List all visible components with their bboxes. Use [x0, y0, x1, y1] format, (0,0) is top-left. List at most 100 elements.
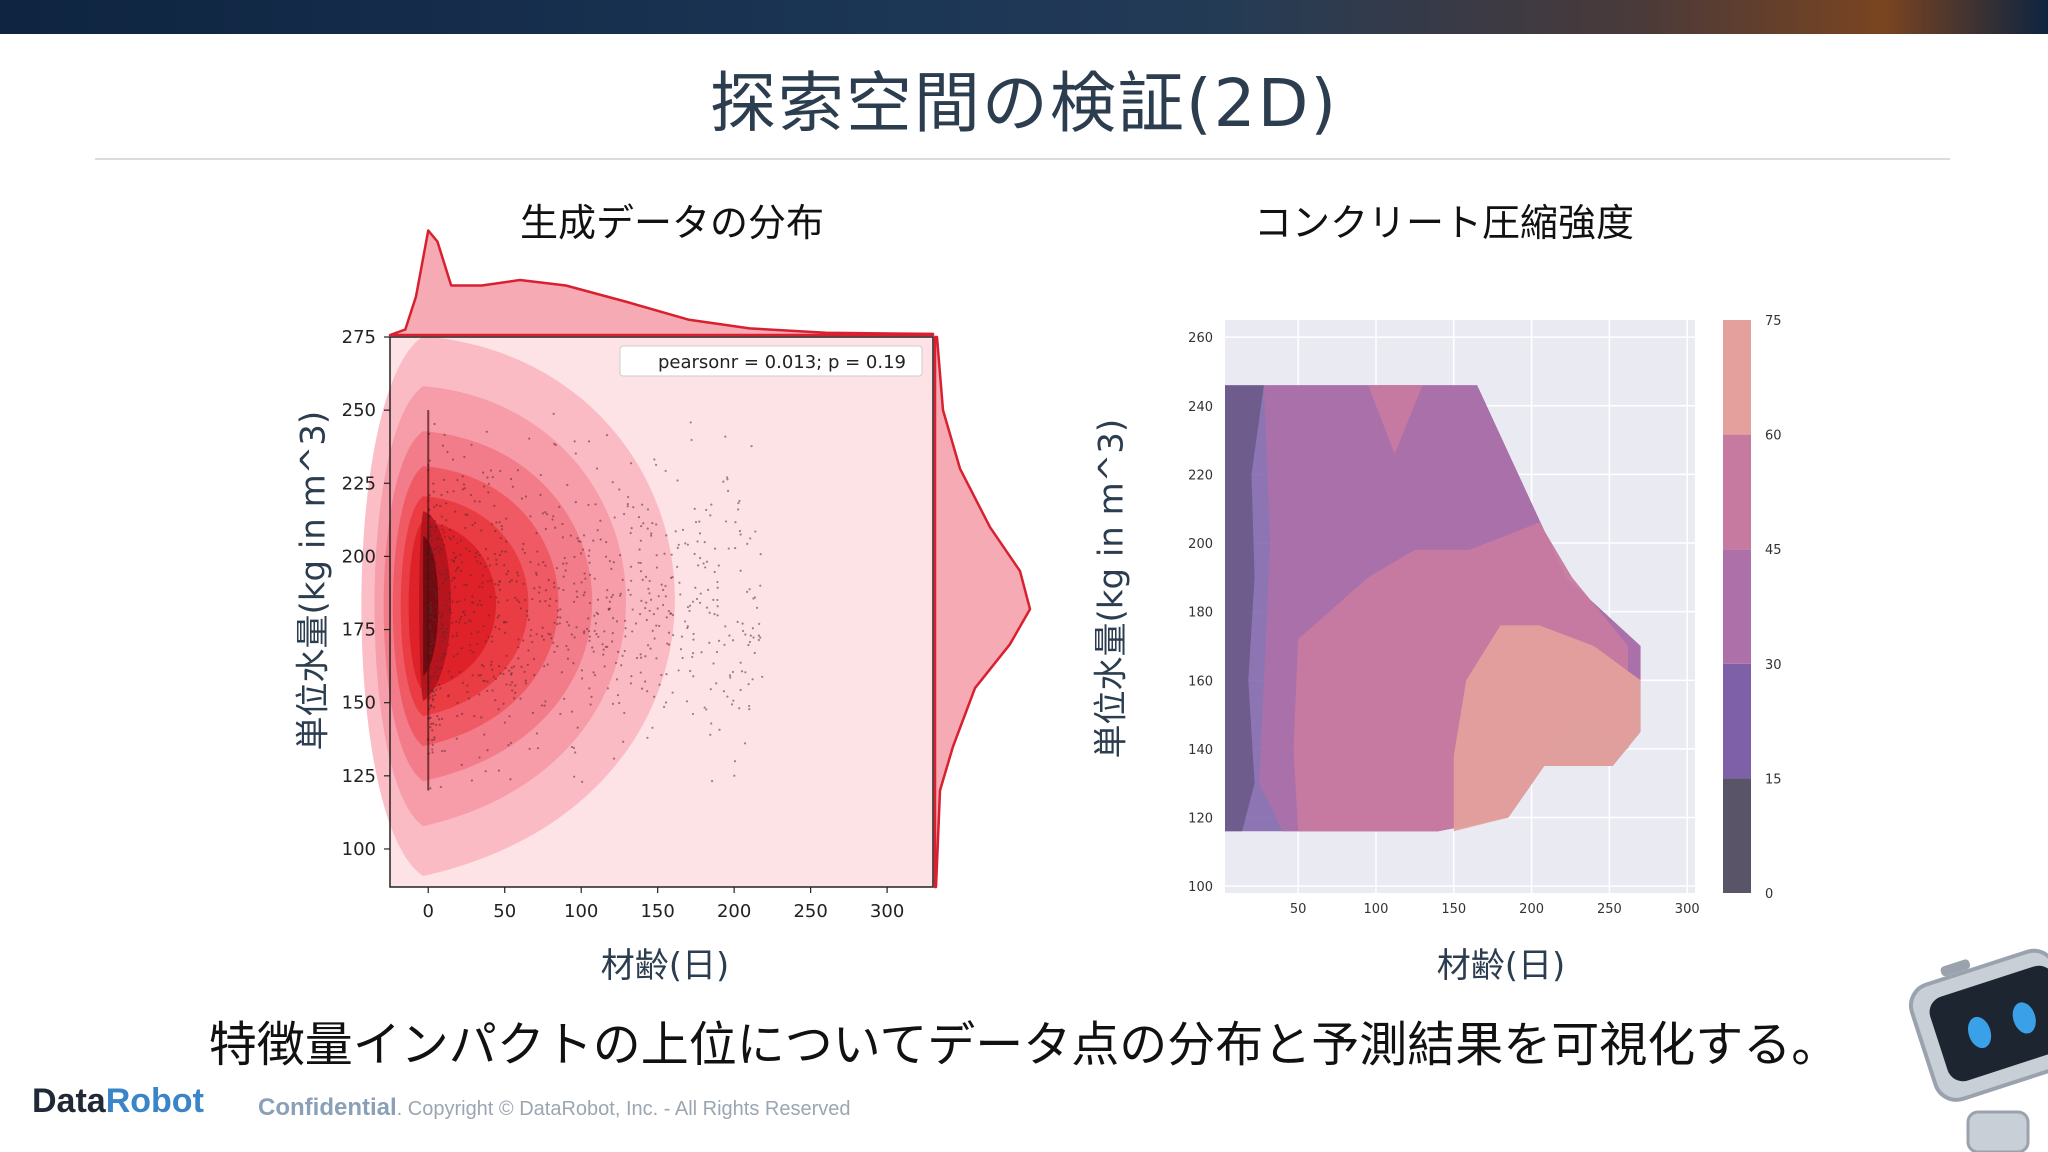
- data-point: [432, 638, 435, 642]
- data-point: [650, 598, 653, 601]
- data-point: [715, 650, 719, 654]
- data-point: [451, 600, 454, 603]
- data-point: [498, 521, 501, 524]
- data-point: [429, 689, 432, 692]
- colorbar-segment: [1723, 778, 1751, 893]
- data-point: [577, 540, 580, 543]
- data-point: [699, 592, 702, 595]
- annotation-box: [619, 345, 923, 377]
- data-point: [435, 503, 438, 507]
- data-point: [440, 493, 443, 497]
- data-point: [667, 643, 671, 646]
- data-point: [685, 700, 689, 703]
- data-point: [542, 561, 545, 564]
- data-point: [655, 624, 658, 627]
- data-point: [619, 592, 622, 595]
- data-point: [664, 595, 667, 598]
- data-point: [471, 595, 474, 598]
- data-point: [503, 620, 506, 624]
- data-point: [463, 487, 466, 490]
- data-point: [460, 615, 463, 618]
- data-point: [480, 529, 483, 532]
- data-point: [705, 560, 709, 563]
- data-point: [494, 626, 497, 629]
- data-point: [728, 674, 732, 677]
- data-point: [481, 586, 484, 589]
- data-point: [484, 565, 487, 568]
- data-point: [593, 629, 596, 633]
- data-point: [695, 597, 699, 601]
- data-point: [703, 541, 706, 544]
- data-point: [724, 435, 727, 438]
- data-point: [473, 500, 476, 503]
- data-point: [461, 488, 465, 491]
- data-point: [517, 646, 520, 649]
- data-point: [523, 551, 526, 555]
- data-point: [555, 599, 558, 603]
- data-point: [439, 616, 442, 619]
- data-point: [441, 524, 444, 527]
- data-point: [520, 497, 524, 500]
- data-point: [437, 610, 440, 613]
- data-point: [440, 515, 443, 518]
- data-point: [654, 463, 658, 466]
- data-point: [500, 525, 503, 528]
- data-point: [448, 592, 452, 595]
- data-point: [428, 580, 431, 583]
- data-point: [533, 587, 536, 590]
- data-point: [459, 618, 462, 621]
- data-point: [461, 475, 464, 478]
- colorbar-segment: [1723, 434, 1751, 550]
- data-point: [738, 529, 742, 533]
- data-point: [604, 555, 608, 558]
- data-point: [447, 597, 451, 600]
- data-point: [491, 668, 494, 671]
- data-point: [629, 593, 632, 596]
- data-point: [694, 520, 698, 524]
- data-point: [505, 621, 508, 624]
- data-point: [472, 601, 475, 604]
- data-point: [433, 738, 436, 741]
- data-point: [541, 626, 544, 629]
- data-point: [571, 710, 574, 713]
- data-point: [431, 748, 434, 751]
- x-tick-label: 0: [423, 901, 434, 922]
- data-point: [610, 596, 613, 599]
- data-point: [718, 728, 721, 731]
- data-point: [451, 621, 454, 624]
- data-point: [466, 690, 469, 694]
- data-point: [492, 675, 495, 678]
- data-point: [639, 656, 643, 659]
- data-point: [486, 580, 490, 583]
- data-point: [650, 534, 653, 537]
- data-point: [713, 570, 716, 574]
- contour-region-top: [1368, 385, 1423, 454]
- data-point: [495, 563, 498, 566]
- data-point: [505, 573, 508, 576]
- data-point: [478, 553, 481, 557]
- data-point: [558, 505, 561, 508]
- data-point: [626, 502, 629, 506]
- data-point: [588, 561, 591, 564]
- data-point: [733, 774, 736, 777]
- data-point: [524, 682, 528, 685]
- data-point: [517, 574, 520, 577]
- data-point: [445, 519, 448, 522]
- data-point: [435, 596, 438, 599]
- data-point: [746, 542, 749, 545]
- data-point: [597, 635, 600, 638]
- data-point: [444, 604, 447, 607]
- data-point: [596, 529, 599, 532]
- data-point: [531, 598, 534, 601]
- data-point: [434, 526, 437, 529]
- data-point: [615, 620, 619, 623]
- data-point: [572, 746, 576, 750]
- data-point: [752, 636, 755, 639]
- data-point: [446, 627, 449, 630]
- data-point: [431, 751, 434, 754]
- data-point: [439, 627, 442, 630]
- data-point: [459, 553, 462, 556]
- data-point: [710, 503, 713, 506]
- data-point: [748, 640, 752, 644]
- data-point: [509, 741, 512, 745]
